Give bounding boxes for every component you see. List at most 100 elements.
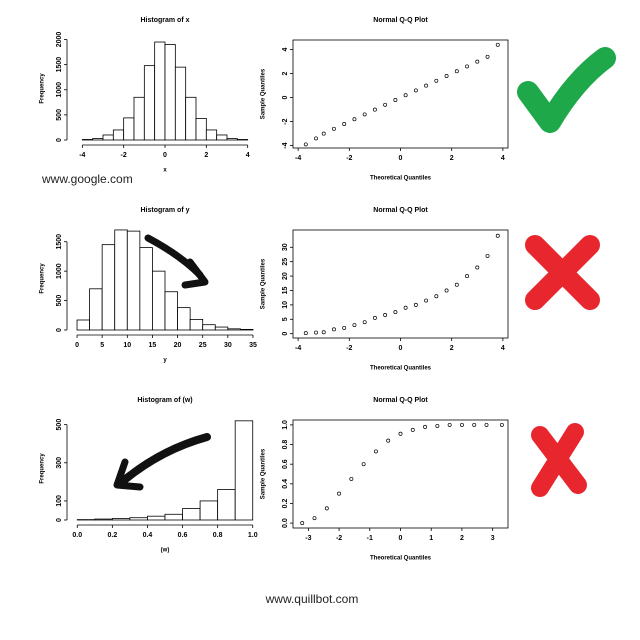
point — [454, 282, 459, 287]
bar — [174, 66, 187, 141]
x-tick-label: 0 — [399, 345, 403, 352]
x-tick-label: 10 — [123, 342, 131, 349]
x-tick-label: 5 — [100, 342, 104, 349]
y-tick-label: 2000 — [56, 32, 63, 48]
point — [303, 142, 308, 147]
y-tick-label: 100 — [56, 495, 63, 507]
bar — [81, 139, 94, 141]
point — [472, 422, 477, 427]
point — [342, 122, 347, 126]
x-tick-label: -3 — [305, 535, 311, 542]
point — [424, 298, 429, 303]
y-axis-label: Frequency — [40, 73, 46, 104]
x-tick-label: 3 — [491, 535, 495, 542]
chart-title: Normal Q-Q Plot — [373, 17, 428, 24]
bar — [94, 518, 113, 521]
y-axis-label: Frequency — [40, 263, 46, 294]
x-axis-label: y — [163, 358, 167, 364]
bar — [205, 129, 218, 141]
bar — [226, 138, 238, 141]
x-tick-label: 2 — [460, 535, 464, 542]
point — [454, 69, 459, 74]
y-axis-label: Sample Quantiles — [261, 448, 267, 499]
y-tick-label: 20 — [282, 272, 289, 280]
y-tick-label: 0 — [56, 138, 63, 142]
point — [372, 315, 377, 320]
x-axis-label: Theoretical Quantiles — [370, 366, 432, 372]
y-tick-label: -2 — [282, 118, 289, 124]
x-tick-label: -4 — [79, 152, 85, 159]
point — [314, 136, 318, 141]
bar — [164, 513, 183, 521]
arrow — [181, 258, 209, 289]
cross-icon — [531, 423, 587, 497]
y-tick-label: 1500 — [56, 234, 63, 250]
y-tick-label: 500 — [56, 109, 63, 121]
bar — [143, 65, 156, 141]
point — [475, 59, 480, 64]
point — [383, 313, 388, 317]
x-tick-label: 0 — [163, 152, 167, 159]
x-tick-label: 4 — [501, 345, 505, 352]
bar — [126, 230, 141, 331]
x-tick-label: 4 — [501, 155, 505, 162]
point — [314, 330, 318, 335]
bar — [216, 134, 228, 141]
point — [398, 431, 403, 436]
bar — [236, 139, 249, 141]
bar — [92, 138, 104, 141]
point — [413, 302, 418, 307]
y-tick-label: 500 — [56, 419, 63, 431]
point — [352, 117, 357, 122]
bar — [214, 326, 229, 331]
point — [361, 462, 366, 467]
point — [352, 323, 357, 327]
bar — [139, 247, 153, 331]
y-tick-label: 25 — [282, 258, 289, 266]
y-tick-label: 0.0 — [282, 518, 289, 528]
bar — [112, 129, 125, 141]
bar — [152, 270, 166, 331]
point — [495, 233, 500, 238]
point — [386, 438, 391, 443]
y-tick-label: 1.0 — [282, 420, 289, 430]
bar — [101, 244, 116, 331]
x-tick-label: 25 — [199, 342, 207, 349]
y-tick-label: 0.4 — [282, 479, 289, 489]
x-tick-label: 1.0 — [248, 532, 258, 539]
bar — [114, 229, 128, 331]
x-tick-label: -2 — [121, 152, 127, 159]
x-axis-label: x — [163, 168, 167, 174]
x-tick-label: -1 — [367, 535, 373, 542]
bar — [76, 319, 90, 331]
point — [485, 54, 490, 59]
point — [413, 88, 418, 93]
x-tick-label: 0.4 — [143, 532, 153, 539]
y-tick-label: 0 — [282, 96, 289, 100]
y-tick-label: 300 — [56, 457, 63, 469]
point — [362, 112, 367, 117]
y-tick-label: 0 — [56, 518, 63, 522]
point — [383, 102, 388, 107]
check-icon — [517, 47, 616, 133]
point — [303, 331, 308, 336]
bar — [227, 328, 241, 331]
y-tick-label: 5 — [282, 317, 289, 321]
bar — [133, 96, 145, 141]
point — [403, 305, 408, 310]
y-tick-label: 500 — [56, 295, 63, 307]
point — [373, 449, 378, 454]
point — [410, 427, 415, 432]
bar — [164, 291, 178, 331]
bar — [129, 517, 148, 521]
y-tick-label: -4 — [282, 142, 289, 148]
bar — [182, 508, 201, 521]
y-tick-label: 0 — [56, 328, 63, 332]
y-axis-label: Sample Quantiles — [261, 258, 267, 309]
point — [324, 506, 329, 511]
point — [459, 422, 464, 427]
bar — [154, 41, 166, 141]
bar — [111, 518, 131, 521]
y-tick-label: 15 — [282, 286, 289, 294]
